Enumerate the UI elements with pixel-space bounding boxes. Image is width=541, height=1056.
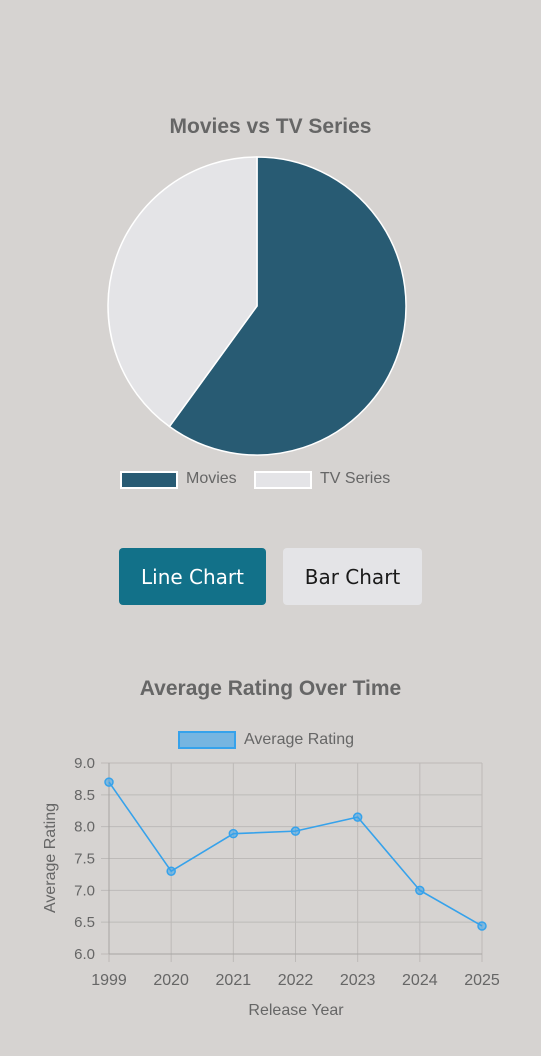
- y-tick-label: 6.5: [74, 914, 95, 931]
- data-point[interactable]: [415, 885, 425, 896]
- data-point[interactable]: [477, 921, 487, 931]
- pie-chart-title: Movies vs TV Series: [169, 115, 372, 138]
- y-tick-label: 9.0: [74, 755, 95, 772]
- x-tick-label: 2022: [278, 972, 314, 989]
- x-tick-label: 2024: [402, 972, 438, 989]
- data-point[interactable]: [352, 812, 363, 822]
- line-chart-title: Average Rating Over Time: [139, 677, 402, 700]
- average-rating-swatch: [178, 731, 236, 749]
- line-chart: 6.0 6.5 7.0 7.5 8.0 8.5 9.0 1999 2020 2021 2022 20…: [42, 755, 500, 1019]
- x-tick-label: 2020: [153, 972, 189, 989]
- y-tick-label: 8.0: [74, 819, 95, 836]
- y-axis-label: Average Rating: [42, 803, 59, 913]
- pie-chart: [107, 156, 407, 456]
- y-tick-label: 8.5: [74, 787, 95, 804]
- x-tick-label: 2025: [464, 972, 500, 989]
- pie-slice-tv-series[interactable]: [107, 156, 258, 428]
- line-chart-button[interactable]: Line Chart: [119, 548, 266, 605]
- y-tick-label: 6.0: [74, 946, 95, 963]
- data-point[interactable]: [228, 828, 239, 839]
- x-tick-label: 2021: [216, 972, 252, 989]
- pie-slice-movies[interactable]: [168, 156, 407, 456]
- x-axis-label: Release Year: [248, 1002, 344, 1019]
- line-legend-label: Average Rating: [244, 731, 354, 748]
- y-tick-label: 7.5: [74, 851, 95, 868]
- data-point[interactable]: [166, 866, 176, 876]
- pie-legend-label-tv-series: TV Series: [320, 470, 391, 487]
- movies-swatch: [120, 471, 178, 489]
- x-tick-label: 1999: [91, 972, 127, 989]
- tv-series-swatch: [254, 471, 312, 489]
- y-tick-label: 7.0: [74, 882, 95, 899]
- bar-chart-button[interactable]: Bar Chart: [283, 548, 422, 605]
- data-point[interactable]: [290, 826, 301, 836]
- x-tick-label: 2023: [340, 972, 376, 989]
- data-point[interactable]: [104, 777, 114, 787]
- pie-legend-label-movies: Movies: [186, 470, 237, 487]
